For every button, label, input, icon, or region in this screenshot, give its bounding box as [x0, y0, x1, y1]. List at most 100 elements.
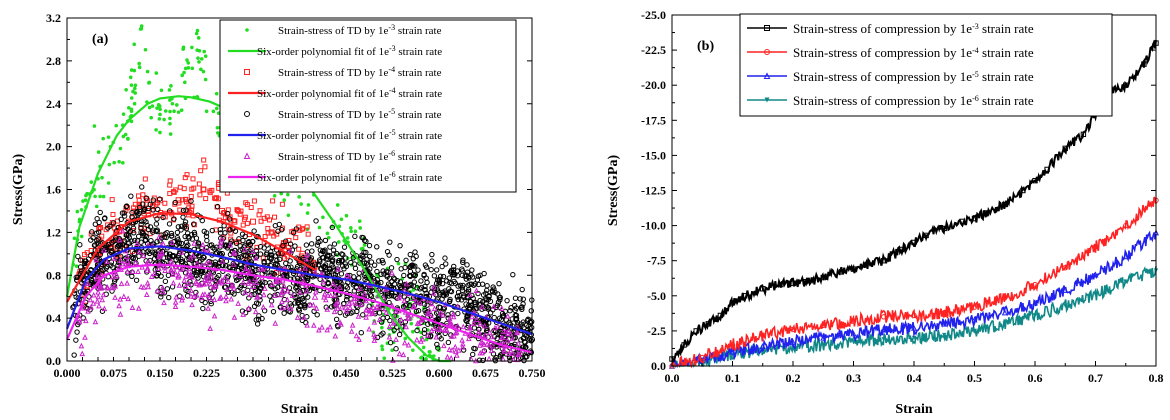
data-point	[242, 289, 249, 295]
data-point	[403, 280, 410, 287]
data-point	[82, 334, 88, 340]
data-point	[191, 222, 197, 228]
data-point	[93, 194, 97, 199]
data-point	[441, 326, 448, 333]
data-point	[413, 298, 420, 304]
data-point	[124, 258, 131, 264]
data-point	[358, 226, 363, 230]
data-point	[110, 220, 117, 226]
data-point	[180, 264, 187, 271]
data-point	[368, 259, 375, 265]
data-point	[114, 123, 119, 128]
data-point	[424, 310, 431, 317]
data-point	[371, 262, 378, 268]
data-point	[1093, 292, 1098, 297]
data-point	[252, 308, 259, 315]
data-point	[138, 27, 143, 31]
data-point	[422, 287, 428, 293]
data-point	[941, 309, 947, 316]
data-point	[516, 350, 522, 357]
data-point	[166, 221, 173, 227]
data-point	[231, 314, 238, 320]
legend-marker	[764, 49, 770, 55]
data-point	[195, 28, 200, 33]
data-point	[212, 277, 218, 284]
data-point	[305, 211, 310, 215]
data-point	[463, 301, 469, 307]
data-point	[117, 159, 121, 164]
data-point	[106, 181, 111, 185]
data-point	[88, 303, 94, 310]
data-point	[433, 333, 440, 340]
data-point	[248, 204, 254, 210]
data-point	[699, 354, 705, 361]
data-point	[232, 247, 238, 254]
data-point	[162, 231, 168, 237]
data-point	[312, 269, 319, 275]
data-point	[260, 304, 267, 310]
data-point	[136, 193, 142, 199]
data-point	[170, 252, 177, 259]
data-point	[323, 296, 329, 303]
data-point	[188, 282, 194, 288]
data-point	[124, 268, 131, 274]
data-point	[494, 335, 500, 342]
data-point	[221, 209, 227, 215]
data-point	[173, 257, 179, 263]
data-point	[95, 293, 102, 300]
data-point	[386, 252, 392, 258]
data-point	[523, 344, 529, 350]
data-point	[178, 227, 184, 233]
data-point	[397, 279, 404, 285]
data-point	[118, 216, 124, 223]
data-point	[349, 322, 356, 328]
data-point	[214, 91, 219, 96]
data-point	[424, 337, 429, 342]
data-point	[421, 330, 428, 336]
data-point	[421, 326, 428, 333]
data-point	[146, 258, 152, 265]
data-point	[337, 284, 343, 290]
data-point	[230, 261, 237, 267]
data-point	[93, 256, 100, 263]
data-point	[442, 255, 448, 261]
data-point	[75, 253, 81, 260]
data-point	[196, 36, 201, 40]
data-point	[201, 157, 207, 163]
data-point	[477, 297, 483, 304]
data-point	[959, 218, 966, 225]
data-point	[424, 279, 430, 286]
data-point	[971, 316, 978, 323]
data-point	[403, 257, 409, 264]
data-point	[512, 307, 518, 314]
data-point	[380, 325, 384, 330]
data-point	[116, 239, 123, 246]
legend: Strain-stress of TD by 1e-3 strain rate S…	[219, 19, 517, 193]
data-point	[301, 298, 307, 304]
data-point	[433, 267, 440, 273]
data-point	[362, 243, 367, 247]
data-point	[293, 235, 299, 241]
data-point	[159, 250, 165, 256]
data-point	[411, 303, 417, 309]
data-point	[73, 337, 79, 343]
data-point	[183, 273, 189, 280]
data-point	[410, 329, 415, 334]
data-point	[789, 338, 797, 345]
data-point	[168, 121, 172, 126]
data-point	[86, 269, 92, 276]
data-point	[332, 332, 339, 339]
data-point	[313, 218, 319, 224]
data-point	[250, 218, 256, 225]
data-point	[175, 273, 182, 280]
data-point	[77, 257, 84, 263]
data-point	[437, 273, 444, 280]
data-point	[339, 217, 344, 222]
data-point	[186, 66, 191, 70]
data-point	[729, 300, 736, 306]
data-point	[469, 267, 475, 273]
data-point	[204, 109, 209, 114]
data-point	[528, 331, 534, 338]
data-point	[327, 244, 333, 250]
data-point	[464, 262, 470, 268]
